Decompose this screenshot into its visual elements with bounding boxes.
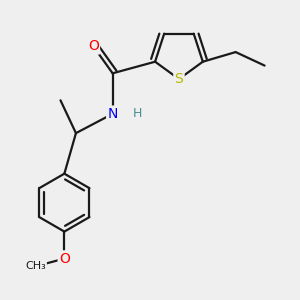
- Text: N: N: [107, 107, 118, 121]
- Text: S: S: [175, 72, 183, 86]
- Text: O: O: [59, 252, 70, 266]
- Text: H: H: [133, 107, 142, 120]
- Text: O: O: [88, 39, 99, 53]
- Text: CH₃: CH₃: [25, 261, 46, 271]
